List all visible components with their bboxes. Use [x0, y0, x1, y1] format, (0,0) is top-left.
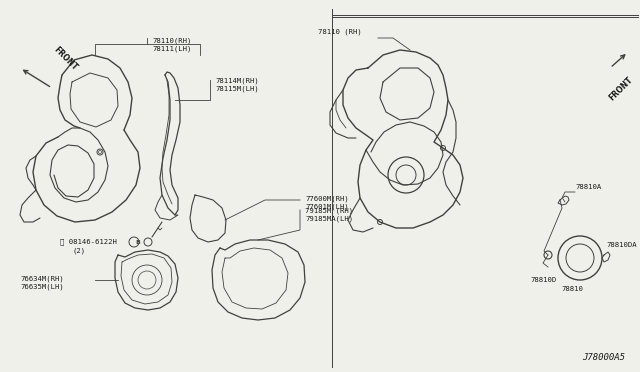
Text: FRONT: FRONT [607, 75, 634, 102]
Text: J78000A5: J78000A5 [582, 353, 625, 362]
Text: Ⓑ 08146-6122H: Ⓑ 08146-6122H [60, 238, 117, 245]
Text: 76634M(RH)
76635M(LH): 76634M(RH) 76635M(LH) [20, 276, 64, 291]
Text: 78110 (RH): 78110 (RH) [318, 29, 362, 35]
Text: 79185M (RH)
79185MA(LH): 79185M (RH) 79185MA(LH) [305, 208, 353, 222]
Text: FRONT: FRONT [52, 45, 79, 72]
Text: 78810: 78810 [561, 286, 583, 292]
Text: 77600M(RH)
77601M(LH): 77600M(RH) 77601M(LH) [305, 196, 349, 211]
Text: 78810D: 78810D [530, 277, 556, 283]
Text: 78810A: 78810A [575, 184, 601, 190]
Text: 78110(RH)
78111(LH): 78110(RH) 78111(LH) [152, 38, 191, 52]
Text: (2): (2) [72, 248, 85, 254]
Text: B: B [136, 240, 140, 244]
Text: 78810DA: 78810DA [606, 242, 637, 248]
Text: 78114M(RH)
78115M(LH): 78114M(RH) 78115M(LH) [215, 78, 259, 93]
